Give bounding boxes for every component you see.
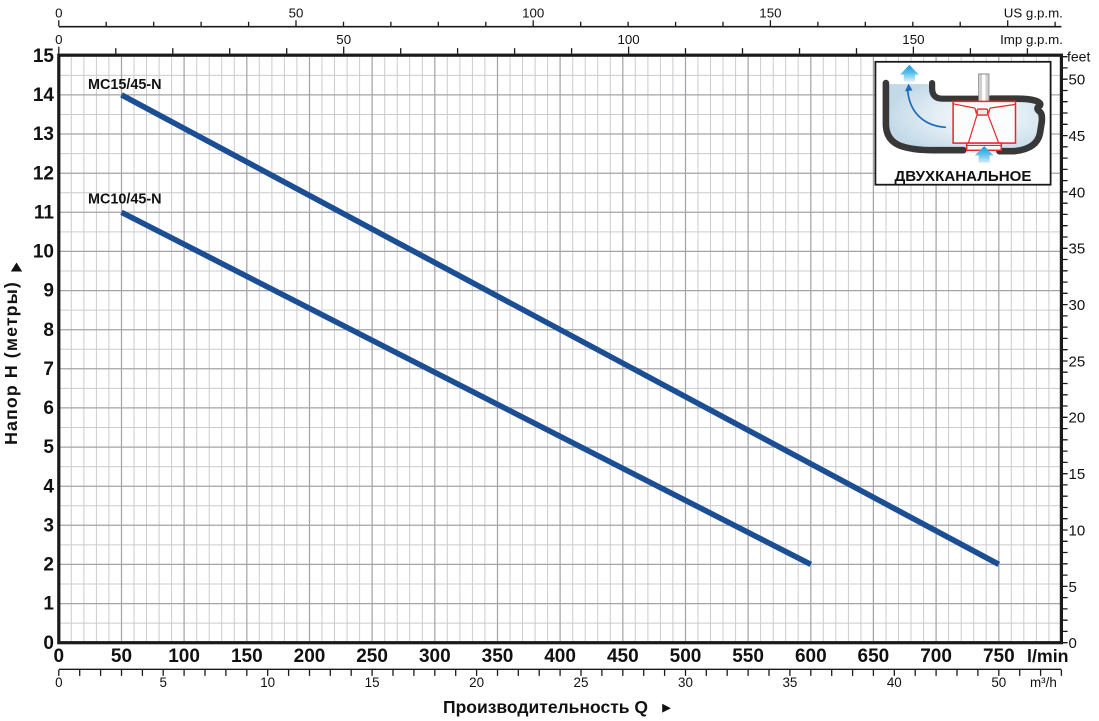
svg-text:10: 10 <box>33 242 54 263</box>
svg-text:150: 150 <box>759 6 781 21</box>
svg-text:550: 550 <box>732 646 764 667</box>
svg-text:500: 500 <box>670 646 702 667</box>
svg-text:20: 20 <box>469 675 484 690</box>
svg-text:15: 15 <box>365 675 380 690</box>
svg-text:8: 8 <box>43 320 54 341</box>
svg-text:40: 40 <box>1069 184 1086 201</box>
svg-text:200: 200 <box>294 646 326 667</box>
svg-text:30: 30 <box>1069 297 1086 314</box>
svg-text:9: 9 <box>43 281 54 302</box>
svg-text:MC10/45-N: MC10/45-N <box>88 192 162 208</box>
svg-text:0: 0 <box>55 675 62 690</box>
svg-text:50: 50 <box>111 646 132 667</box>
svg-text:6: 6 <box>43 398 54 419</box>
svg-text:25: 25 <box>574 675 589 690</box>
svg-text:650: 650 <box>858 646 890 667</box>
svg-text:0: 0 <box>55 32 62 47</box>
svg-text:25: 25 <box>1069 353 1086 370</box>
svg-text:100: 100 <box>522 6 544 21</box>
svg-text:13: 13 <box>33 124 54 145</box>
svg-text:35: 35 <box>782 675 797 690</box>
svg-text:0: 0 <box>54 646 65 667</box>
svg-text:5: 5 <box>1069 579 1077 596</box>
svg-text:10: 10 <box>1069 522 1086 539</box>
svg-text:5: 5 <box>43 437 54 458</box>
svg-text:Imp g.p.m.: Imp g.p.m. <box>1000 32 1063 47</box>
svg-text:35: 35 <box>1069 241 1086 258</box>
svg-text:feet: feet <box>1067 49 1090 65</box>
svg-text:2: 2 <box>43 555 54 576</box>
svg-text:600: 600 <box>795 646 827 667</box>
svg-text:350: 350 <box>482 646 514 667</box>
svg-text:m³/h: m³/h <box>1030 675 1057 690</box>
svg-text:30: 30 <box>678 675 693 690</box>
svg-text:450: 450 <box>607 646 639 667</box>
svg-text:20: 20 <box>1069 410 1086 427</box>
svg-text:15: 15 <box>33 46 55 67</box>
svg-text:150: 150 <box>902 32 924 47</box>
svg-text:250: 250 <box>356 646 388 667</box>
svg-text:7: 7 <box>43 359 54 380</box>
svg-text:0: 0 <box>43 633 54 654</box>
svg-text:US g.p.m.: US g.p.m. <box>1004 6 1063 21</box>
svg-text:5: 5 <box>159 675 166 690</box>
svg-text:750: 750 <box>983 646 1015 667</box>
svg-text:15: 15 <box>1069 466 1086 483</box>
svg-text:1: 1 <box>43 594 54 615</box>
svg-text:ДВУХКАНАЛЬНОЕ: ДВУХКАНАЛЬНОЕ <box>895 168 1032 185</box>
svg-text:300: 300 <box>419 646 451 667</box>
svg-text:150: 150 <box>231 646 263 667</box>
svg-text:700: 700 <box>920 646 952 667</box>
svg-text:Напор H (метры): Напор H (метры) <box>1 281 21 445</box>
svg-text:40: 40 <box>887 675 902 690</box>
svg-text:50: 50 <box>1069 72 1086 89</box>
svg-text:0: 0 <box>55 6 62 21</box>
svg-text:14: 14 <box>33 85 55 106</box>
svg-text:4: 4 <box>43 476 54 497</box>
svg-text:12: 12 <box>33 163 54 184</box>
svg-text:45: 45 <box>1069 128 1086 145</box>
svg-text:3: 3 <box>43 515 54 536</box>
svg-text:l/min: l/min <box>1027 646 1069 666</box>
svg-text:50: 50 <box>991 675 1006 690</box>
svg-text:400: 400 <box>544 646 576 667</box>
svg-text:MC15/45-N: MC15/45-N <box>88 77 162 93</box>
svg-text:100: 100 <box>168 646 200 667</box>
svg-text:11: 11 <box>34 202 55 223</box>
svg-text:10: 10 <box>260 675 275 690</box>
svg-text:100: 100 <box>618 32 640 47</box>
svg-text:50: 50 <box>289 6 304 21</box>
svg-text:Производительность Q: Производительность Q <box>443 697 648 717</box>
svg-text:0: 0 <box>1069 635 1077 652</box>
svg-text:50: 50 <box>336 32 351 47</box>
